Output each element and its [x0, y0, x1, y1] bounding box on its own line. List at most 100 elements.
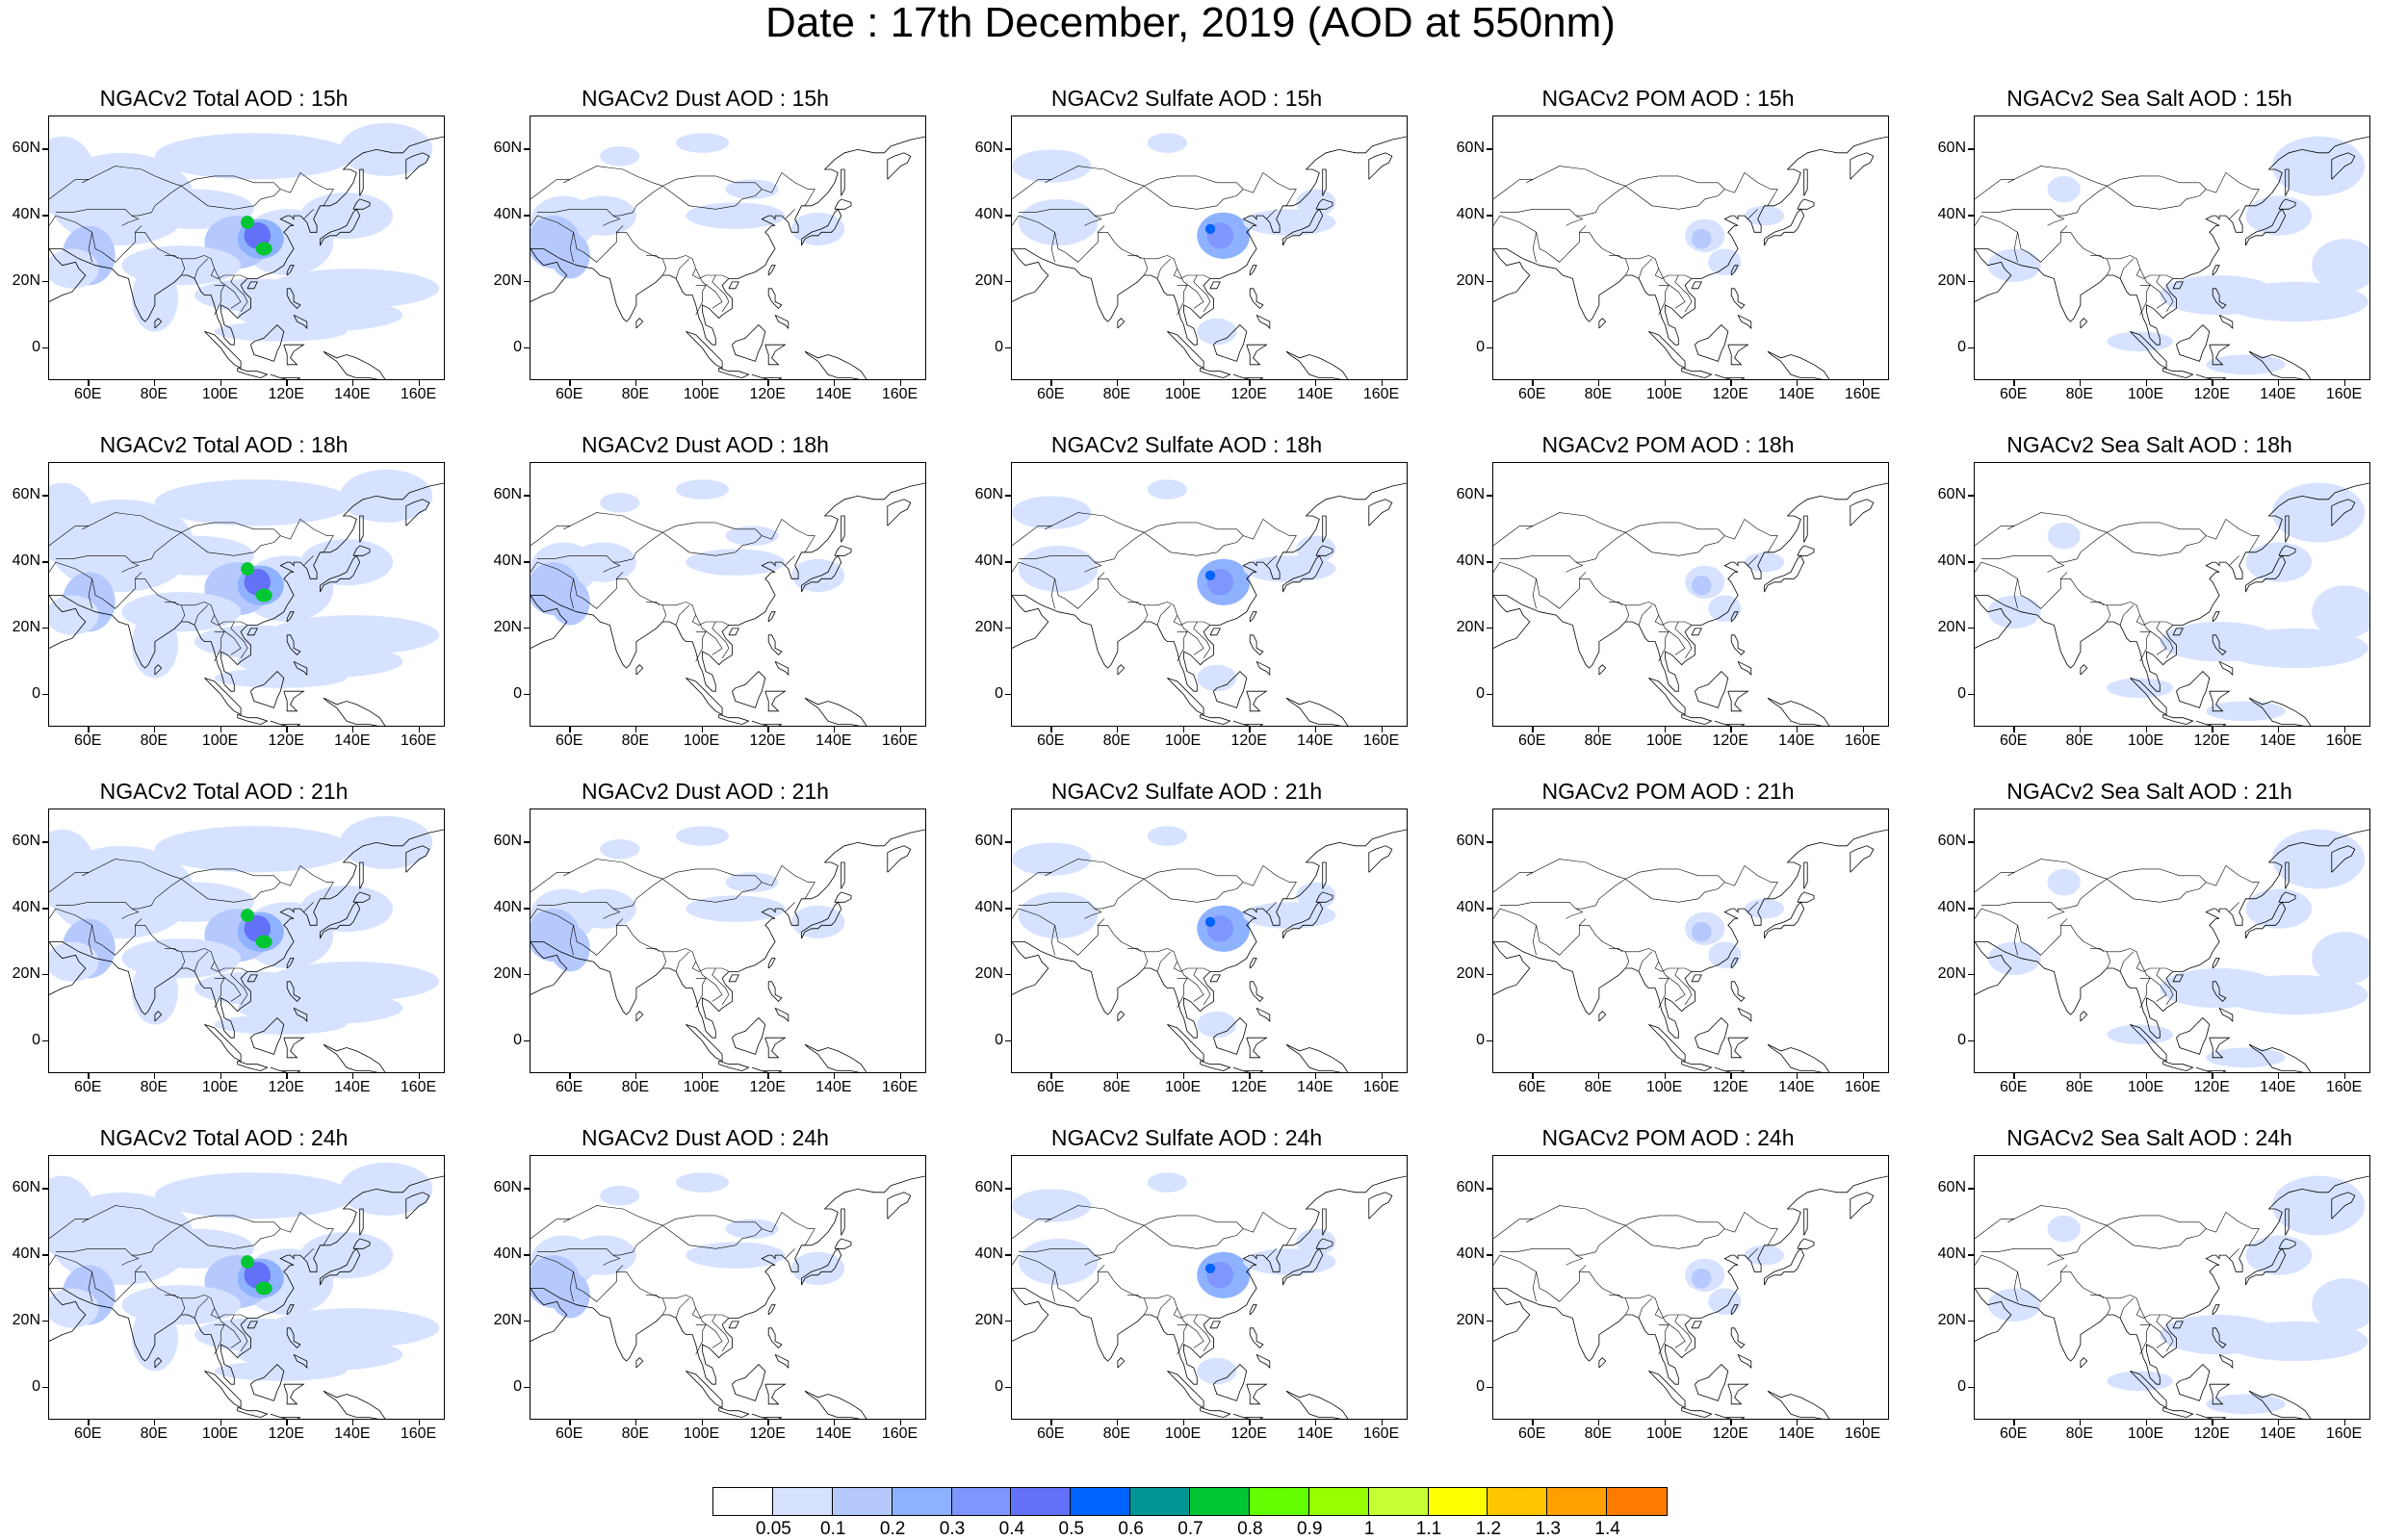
coastline: [1213, 1364, 1248, 1401]
lon-tick: [2079, 727, 2082, 732]
country-border: [303, 902, 314, 912]
aod-contour: [600, 145, 640, 167]
country-border: [1144, 1297, 1149, 1316]
lat-tick-label: 60N: [1456, 140, 1485, 157]
lat-tick-label: 60N: [1937, 1179, 1966, 1196]
coastline: [1368, 1192, 1393, 1219]
coastline: [635, 1011, 644, 1022]
country-border: [1045, 512, 1145, 533]
country-border: [181, 878, 281, 903]
lon-tick: [418, 1420, 421, 1425]
lon-tick-label: 60E: [73, 386, 102, 402]
lat-tick: [524, 1188, 530, 1190]
lat-tick-label: 20N: [974, 271, 1003, 289]
country-border: [1579, 232, 1693, 279]
coastline: [1249, 958, 1257, 969]
aod-contour: [1204, 223, 1216, 235]
aod-contour: [2245, 888, 2313, 929]
coastline: [49, 829, 444, 1039]
country-border: [194, 258, 209, 279]
coastline: [1975, 595, 2012, 649]
coastline: [49, 248, 87, 302]
country-border: [563, 166, 663, 187]
country-border: [1054, 572, 1105, 609]
coastline: [323, 350, 386, 379]
country-border: [573, 225, 624, 263]
coastline: [686, 331, 723, 369]
lat-tick: [1968, 1188, 1974, 1190]
coastline: [1975, 941, 2012, 995]
coastline: [531, 136, 925, 346]
lon-tick-label: 100E: [2127, 732, 2164, 749]
panel-total-21h: NGACv2 Total AOD : 21h 60N 40N 20N 0 60E 80E 10…: [0, 778, 481, 1124]
coastline: [1493, 482, 1888, 692]
country-border: [1156, 1297, 1172, 1319]
coastline: [834, 198, 852, 210]
lon-tick-label: 60E: [1517, 732, 1546, 749]
lon-tick-label: 140E: [2260, 1425, 2296, 1442]
lat-tick-label: 40N: [974, 206, 1003, 223]
panel-title: NGACv2 Dust AOD : 18h: [582, 432, 829, 457]
lon-tick: [1664, 1420, 1667, 1425]
colorbar-swatch: [1488, 1488, 1548, 1515]
coastline: [774, 1007, 789, 1022]
coastline: [1117, 1357, 1126, 1369]
country-border: [1098, 578, 1211, 626]
country-border: [646, 1295, 660, 1299]
lon-tick: [153, 1420, 156, 1425]
lon-tick-label: 140E: [1297, 1425, 1333, 1442]
lat-tick: [524, 1254, 530, 1256]
aod-contour: [2222, 281, 2368, 322]
country-border: [303, 209, 314, 219]
lon-tick: [2145, 380, 2148, 386]
country-border: [214, 1324, 225, 1355]
lat-tick: [42, 693, 48, 696]
lat-tick-label: 40N: [1937, 552, 1966, 570]
lat-tick: [1487, 280, 1492, 283]
lon-tick: [899, 727, 902, 732]
coastline: [2212, 958, 2220, 969]
aod-contour: [1296, 1228, 1336, 1256]
colorbar-label: 0.6: [1118, 1519, 1144, 1539]
lon-tick: [1182, 1073, 1185, 1079]
country-border: [1526, 1205, 1626, 1226]
panel-sulfate-24h: NGACv2 Sulfate AOD : 24h 60N 40N 20N 0 60E 80E…: [963, 1124, 1444, 1471]
panel-title: NGACv2 Total AOD : 24h: [99, 1125, 349, 1150]
lon-tick: [88, 380, 90, 386]
lat-tick-label: 40N: [12, 899, 40, 916]
coastline: [1803, 515, 1808, 543]
lat-tick-label: 40N: [1456, 552, 1485, 570]
country-border: [603, 561, 621, 573]
coastline: [283, 690, 305, 712]
lon-tick-label: 140E: [2260, 1079, 2296, 1095]
lon-tick: [833, 380, 836, 386]
country-border: [181, 185, 281, 210]
aod-contour: [1197, 664, 1237, 692]
aod-contour: [1243, 555, 1336, 582]
coastline: [270, 1413, 301, 1419]
country-border: [1980, 171, 2260, 217]
coastline: [728, 281, 739, 290]
lon-tick: [1381, 380, 1384, 386]
aod-contour: [2047, 175, 2081, 203]
map-plot: [1974, 1155, 2370, 1420]
colorbar-label: 0.1: [820, 1519, 846, 1539]
country-border: [303, 555, 314, 566]
lon-tick-label: 80E: [1102, 1079, 1131, 1095]
coastline: [1213, 1017, 1248, 1055]
lat-tick-label: 60N: [12, 140, 40, 157]
lon-tick: [2212, 1420, 2213, 1425]
country-border: [1658, 268, 1686, 309]
country-border: [2229, 555, 2239, 566]
lon-tick: [833, 1073, 836, 1079]
coastline: [270, 373, 301, 379]
lat-tick-label: 0: [32, 1031, 40, 1048]
country-border: [785, 902, 795, 912]
aod-contour: [244, 222, 272, 249]
coastline: [1767, 350, 1830, 379]
aod-contour: [1012, 842, 1092, 876]
map-plot: [1011, 116, 1408, 380]
country-border: [2229, 209, 2239, 219]
country-border: [536, 864, 815, 910]
country-border: [695, 1324, 707, 1355]
